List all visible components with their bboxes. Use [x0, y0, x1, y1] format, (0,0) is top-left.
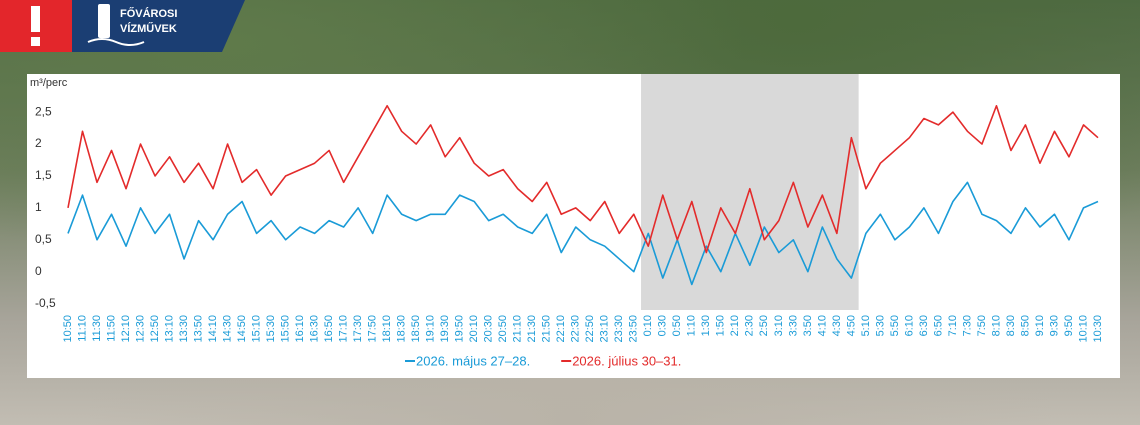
y-tick-label: 1 [35, 200, 42, 214]
x-tick-label: 0:50 [671, 315, 683, 336]
x-tick-label: 0:30 [657, 315, 669, 336]
x-tick-label: 22:50 [584, 315, 596, 343]
x-tick-label: 1:10 [686, 315, 698, 336]
x-tick-label: 4:10 [816, 315, 828, 336]
logo-wave [87, 38, 145, 46]
x-tick-label: 6:50 [932, 315, 944, 336]
plot: -0,5 0 0,5 1 1,5 2 2,5 10:50 11:10 11:30 11:50 12:1… [35, 74, 1104, 368]
shaded-band [641, 74, 859, 310]
x-tick-label: 11:10 [76, 315, 88, 342]
x-tick-label: 20:10 [468, 315, 480, 343]
x-tick-label: 17:10 [338, 315, 350, 343]
x-tick-label: 10:50 [62, 315, 74, 343]
series-line [67, 181, 1099, 286]
y-axis-label: m³/perc [30, 77, 68, 89]
x-tick-label: 18:30 [396, 315, 408, 343]
x-tick-label: 13:50 [192, 315, 204, 343]
x-tick-label: 1:50 [715, 315, 727, 336]
logo-tower [98, 4, 110, 38]
x-tick-label: 23:10 [599, 315, 611, 343]
x-tick-label: 15:30 [265, 315, 277, 343]
x-tick-label: 13:30 [178, 315, 190, 343]
x-tick-label: 12:10 [120, 315, 132, 343]
alert-dot [31, 37, 40, 46]
x-tick-label: 14:30 [221, 315, 233, 343]
x-tick-label: 23:50 [628, 315, 640, 343]
x-tick-label: 10:30 [1092, 315, 1104, 343]
x-tick-label: 13:10 [163, 315, 175, 343]
x-tick-label: 9:50 [1063, 315, 1075, 336]
x-tick-label: 4:30 [831, 315, 843, 336]
y-tick-label: 0,5 [35, 232, 52, 246]
x-tick-label: 0:10 [642, 315, 654, 336]
x-tick-label: 18:50 [410, 315, 422, 343]
x-tick-label: 12:30 [134, 315, 146, 343]
x-tick-label: 3:10 [773, 315, 785, 336]
y-tick-label: 2,5 [35, 104, 52, 118]
y-tick-label: 2 [35, 136, 42, 150]
logo-line: FŐVÁROSI [120, 7, 177, 20]
x-tick-label: 19:30 [439, 315, 451, 343]
x-tick-label: 16:10 [294, 315, 306, 343]
x-tick-label: 5:50 [889, 315, 901, 336]
x-tick-label: 22:10 [555, 315, 567, 343]
x-tick-label: 2:10 [729, 315, 741, 336]
x-tick-label: 14:10 [207, 315, 219, 343]
x-tick-label: 3:50 [802, 315, 814, 336]
x-tick-label: 5:10 [860, 315, 872, 336]
x-tick-label: 1:30 [700, 315, 712, 336]
x-tick-label: 10:10 [1077, 315, 1089, 343]
x-tick-label: 17:50 [367, 315, 379, 343]
legend-label: 2026. május 27–28. [416, 353, 530, 368]
x-tick-label: 12:50 [149, 315, 161, 343]
logo-line: VÍZMŰVEK [120, 22, 177, 35]
y-tick-label: -0,5 [35, 296, 56, 310]
x-tick-label: 6:30 [918, 315, 930, 336]
x-tick-label: 22:30 [570, 315, 582, 343]
x-tick-label: 23:30 [613, 315, 625, 343]
x-tick-label: 19:10 [425, 315, 437, 343]
y-tick-label: 1,5 [35, 168, 52, 182]
x-tick-label: 6:10 [903, 315, 915, 336]
x-tick-label: 9:30 [1048, 315, 1060, 336]
x-tick-label: 7:30 [961, 315, 973, 336]
x-tick-label: 14:50 [236, 315, 248, 343]
x-tick-label: 7:10 [947, 315, 959, 336]
x-tick-label: 15:50 [280, 315, 292, 343]
x-tick-label: 8:50 [1019, 315, 1031, 336]
x-tick-label: 2:30 [744, 315, 756, 336]
x-tick-label: 17:30 [352, 315, 364, 343]
series-line [67, 104, 1099, 254]
x-tick-label: 21:30 [526, 315, 538, 343]
x-tick-label: 4:50 [845, 315, 857, 336]
x-tick-label: 2:50 [758, 315, 770, 336]
x-tick-label: 16:50 [323, 315, 335, 343]
alert-bar [31, 6, 40, 32]
x-tick-label: 7:50 [976, 315, 988, 336]
x-tick-label: 18:10 [381, 315, 393, 343]
x-tick-label: 11:30 [91, 315, 103, 342]
x-tick-label: 8:10 [990, 315, 1002, 336]
x-tick-label: 3:30 [787, 315, 799, 336]
x-tick-label: 20:50 [497, 315, 509, 343]
y-tick-label: 0 [35, 264, 42, 278]
legend-label: 2026. július 30–31. [572, 353, 681, 368]
x-tick-label: 21:10 [512, 315, 524, 343]
x-tick-label: 11:50 [105, 315, 117, 342]
x-tick-label: 5:30 [874, 315, 886, 336]
x-tick-label: 16:30 [309, 315, 321, 343]
x-tick-label: 20:30 [483, 315, 495, 343]
x-tick-label: 8:30 [1005, 315, 1017, 336]
logo-band [72, 0, 245, 52]
x-tick-label: 21:50 [541, 315, 553, 343]
x-tick-label: 19:50 [454, 315, 466, 343]
x-tick-label: 15:10 [250, 315, 262, 343]
x-tick-label: 9:10 [1034, 315, 1046, 336]
